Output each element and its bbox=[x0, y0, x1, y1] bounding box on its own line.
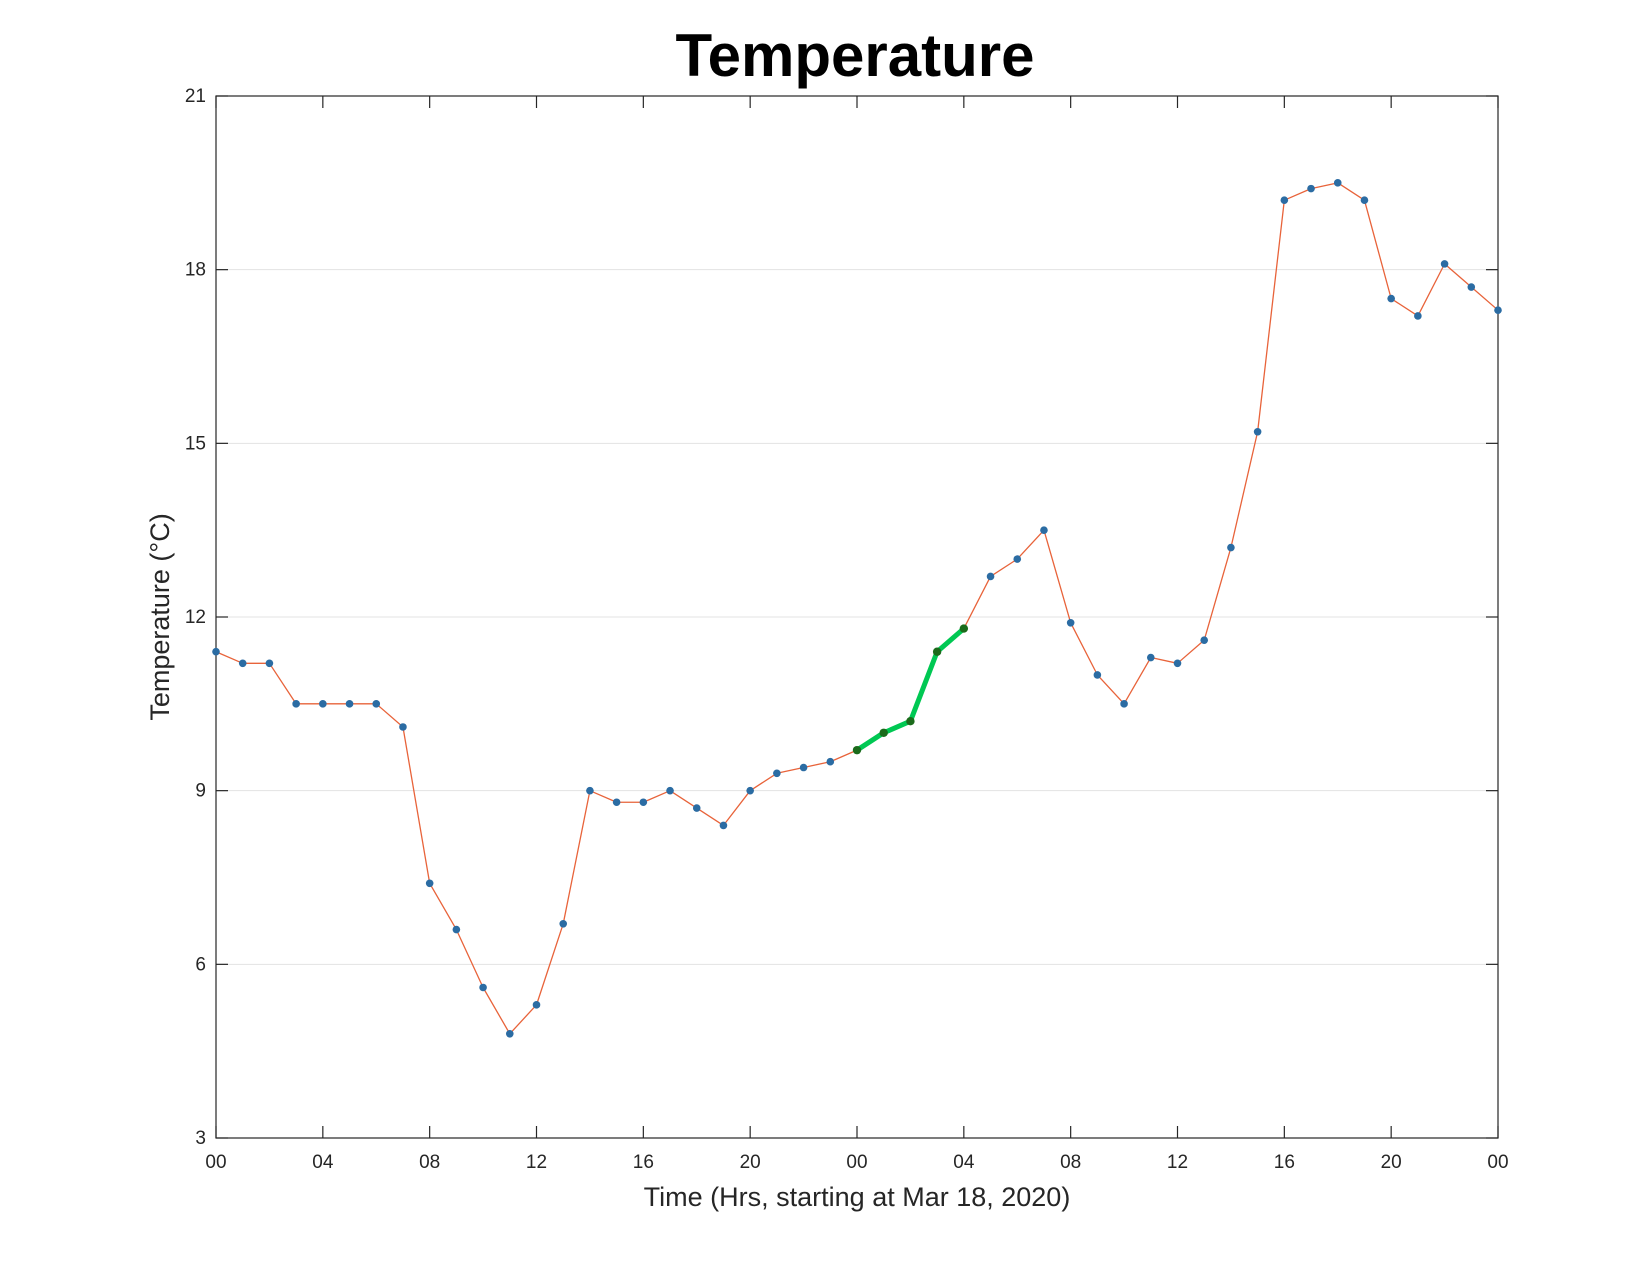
series-group bbox=[212, 179, 1502, 1038]
series-0-point bbox=[666, 786, 674, 795]
gridlines bbox=[216, 269, 1498, 965]
series-0-point bbox=[826, 757, 835, 766]
x-tick-label: 04 bbox=[953, 1152, 975, 1173]
series-0-point bbox=[1227, 543, 1235, 552]
x-tick-label: 12 bbox=[1167, 1152, 1188, 1173]
series-0-point bbox=[1200, 636, 1209, 644]
series-1-point bbox=[852, 745, 862, 755]
y-axis-label: Temperature (°C) bbox=[145, 513, 175, 720]
series-1-line bbox=[854, 626, 967, 753]
series-0-point bbox=[612, 798, 621, 807]
y-tick-label: 12 bbox=[185, 607, 206, 628]
series-0-point bbox=[773, 769, 781, 778]
x-tick-label: 20 bbox=[1381, 1152, 1402, 1173]
series-0-point bbox=[1280, 196, 1289, 204]
y-tick-label: 6 bbox=[195, 954, 206, 975]
axis-ticks: 3 6 9 12 15 18 21 00 04 08 12 16 20 00 04 08 12 16 20 00 bbox=[185, 86, 1509, 1173]
series-0-point bbox=[692, 804, 701, 812]
series-0-point bbox=[1387, 294, 1395, 303]
series-0-point bbox=[212, 647, 220, 656]
series-0-point bbox=[1467, 283, 1476, 291]
y-tick-label: 15 bbox=[185, 433, 206, 454]
x-tick-label: 08 bbox=[1060, 1152, 1081, 1173]
y-tick-label: 3 bbox=[195, 1128, 206, 1149]
y-tick-label: 21 bbox=[185, 86, 206, 107]
y-tick-label: 18 bbox=[185, 260, 206, 281]
series-0-point bbox=[372, 700, 381, 708]
x-tick-label: 00 bbox=[205, 1152, 226, 1173]
series-0-point bbox=[1013, 555, 1022, 563]
series-0-point bbox=[399, 723, 407, 731]
series-0-point bbox=[1093, 671, 1102, 679]
x-tick-label: 08 bbox=[419, 1152, 440, 1173]
series-0-point bbox=[586, 786, 594, 795]
series-0-point bbox=[479, 983, 487, 992]
x-tick-label: 20 bbox=[740, 1152, 761, 1173]
series-0-point bbox=[1414, 312, 1422, 320]
y-tick-label: 9 bbox=[195, 781, 206, 802]
series-1-point bbox=[879, 728, 888, 737]
series-0-point bbox=[1173, 659, 1182, 668]
series-0-point bbox=[505, 1030, 514, 1038]
x-tick-label: 12 bbox=[526, 1152, 547, 1173]
series-0-point bbox=[1494, 306, 1502, 314]
series-0-point bbox=[799, 763, 808, 772]
x-tick-label: 04 bbox=[312, 1152, 334, 1173]
x-tick-label: 16 bbox=[1274, 1152, 1295, 1173]
series-0-point bbox=[345, 700, 354, 708]
x-tick-label: 00 bbox=[846, 1152, 867, 1173]
series-0-point bbox=[1120, 700, 1128, 708]
series-0-point bbox=[452, 925, 461, 934]
x-axis-label: Time (Hrs, starting at Mar 18, 2020) bbox=[644, 1182, 1071, 1212]
series-1-point bbox=[959, 624, 969, 633]
series-0-point bbox=[746, 786, 754, 795]
series-0-point bbox=[265, 659, 274, 668]
series-0-point bbox=[532, 1001, 541, 1009]
x-tick-label: 00 bbox=[1487, 1152, 1508, 1173]
x-tick-label: 16 bbox=[633, 1152, 654, 1173]
series-0-point bbox=[719, 821, 728, 830]
series-0-point bbox=[292, 700, 300, 708]
series-0-point bbox=[1146, 653, 1155, 662]
series-0-point bbox=[1066, 618, 1075, 627]
series-0-point bbox=[559, 920, 568, 928]
series-0-point bbox=[1253, 427, 1262, 436]
series-0-point bbox=[1360, 196, 1369, 204]
series-0-point bbox=[319, 700, 327, 708]
series-0-point bbox=[639, 798, 648, 807]
series-0-point bbox=[1307, 184, 1315, 193]
series-1-point bbox=[906, 717, 915, 726]
series-0-line bbox=[215, 182, 1499, 1035]
chart-title: Temperature bbox=[675, 22, 1034, 89]
series-0-point bbox=[238, 659, 247, 668]
series-0-point bbox=[1333, 179, 1342, 187]
series-0-point bbox=[425, 879, 434, 888]
series-0-point bbox=[1040, 526, 1048, 534]
series-0-point bbox=[1440, 260, 1449, 268]
series-1-point bbox=[932, 647, 942, 656]
series-0-point bbox=[986, 572, 995, 581]
